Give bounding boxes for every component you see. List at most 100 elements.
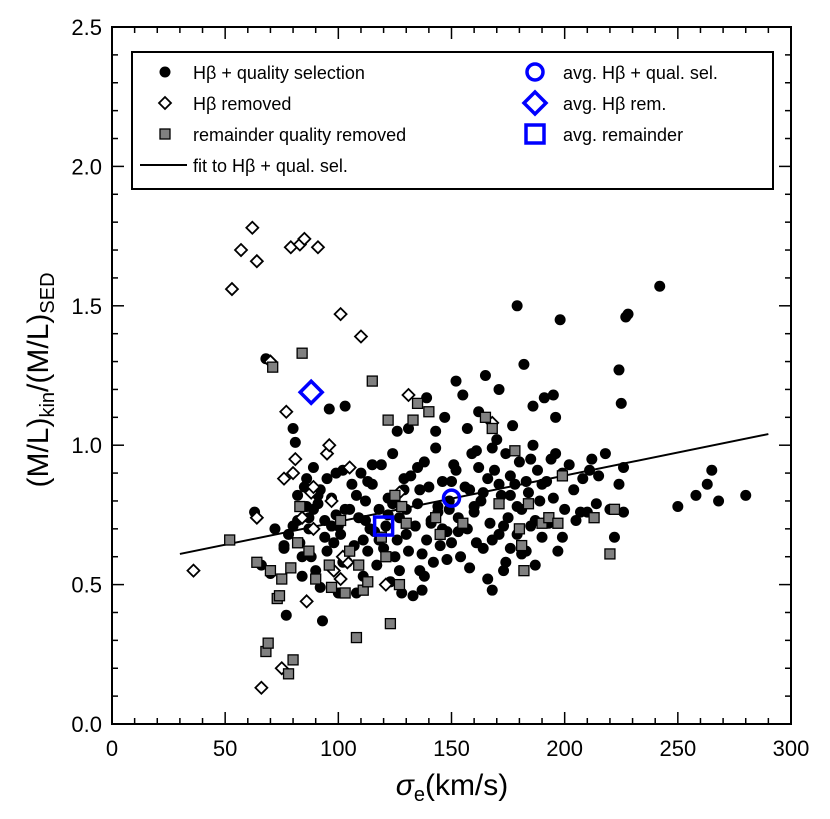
point-hb-qual xyxy=(330,467,342,479)
point-remainder xyxy=(518,565,530,577)
x-axis-label: σe(km/s) xyxy=(396,769,509,806)
y-tick-label: 1.0 xyxy=(71,433,102,458)
point-hb-qual xyxy=(484,517,496,529)
point-hb-removed xyxy=(245,220,260,236)
point-hb-qual xyxy=(319,531,331,543)
point-hb-qual xyxy=(513,456,525,468)
point-hb-qual xyxy=(355,467,367,479)
point-remainder xyxy=(325,581,338,594)
legend-marker-avg-hb-qual xyxy=(525,62,545,82)
y-axis-part-a: (M/L) xyxy=(22,418,55,488)
y-tick-label: 0.0 xyxy=(71,712,102,737)
point-hb-removed xyxy=(254,680,269,696)
point-remainder xyxy=(285,562,297,574)
point-hb-qual xyxy=(584,464,596,476)
point-hb-qual xyxy=(498,520,510,532)
point-hb-qual xyxy=(570,514,582,526)
point-hb-qual xyxy=(292,489,304,501)
x-tick-label: 100 xyxy=(320,736,357,761)
point-hb-qual xyxy=(339,400,351,412)
point-hb-qual xyxy=(534,495,546,507)
point-hb-qual xyxy=(486,534,498,546)
average-markers xyxy=(297,378,462,537)
point-remainder xyxy=(509,445,521,457)
point-hb-qual xyxy=(500,556,512,568)
point-hb-removed xyxy=(310,239,326,255)
point-hb-qual xyxy=(446,475,457,487)
legend-label-fit: fit to Hβ + qual. sel. xyxy=(193,156,348,176)
point-hb-qual xyxy=(391,534,403,546)
point-hb-qual xyxy=(346,478,358,490)
point-remainder xyxy=(334,514,347,527)
point-hb-qual xyxy=(296,570,308,582)
point-remainder xyxy=(423,406,435,418)
point-hb-qual xyxy=(450,464,462,476)
legend-marker-remainder xyxy=(159,128,171,140)
point-remainder xyxy=(493,498,505,510)
point-remainder xyxy=(310,573,322,585)
point-hb-qual xyxy=(421,534,433,546)
point-remainder xyxy=(339,587,351,599)
point-hb-qual xyxy=(366,459,378,471)
point-remainder xyxy=(353,559,365,571)
point-hb-qual xyxy=(427,556,439,568)
point-hb-qual xyxy=(556,531,568,543)
point-hb-qual xyxy=(434,540,446,552)
point-hb-qual xyxy=(536,531,548,543)
x-tick-label: 250 xyxy=(659,736,696,761)
point-hb-qual xyxy=(439,411,451,423)
point-hb-qual xyxy=(409,520,421,532)
point-hb-qual xyxy=(464,562,476,574)
point-hb-removed xyxy=(401,387,416,403)
point-hb-qual xyxy=(323,403,335,415)
point-hb-qual xyxy=(586,453,598,465)
point-remainder xyxy=(552,517,564,529)
point-hb-qual xyxy=(416,584,428,596)
point-remainder xyxy=(273,590,286,602)
point-hb-qual xyxy=(450,375,462,387)
point-hb-qual xyxy=(498,565,510,577)
point-remainder xyxy=(389,489,401,502)
point-hb-qual xyxy=(446,537,457,549)
point-hb-qual xyxy=(391,425,403,437)
y-axis-part-b: /(M/L) xyxy=(22,314,55,392)
point-hb-qual xyxy=(525,453,537,465)
point-hb-removed xyxy=(299,594,314,609)
point-hb-qual xyxy=(511,501,523,513)
point-hb-removed xyxy=(333,306,348,322)
point-remainder xyxy=(516,539,528,552)
point-hb-qual xyxy=(441,554,453,566)
point-hb-qual xyxy=(577,473,589,485)
point-hb-qual xyxy=(470,445,482,457)
point-remainder xyxy=(411,397,424,410)
point-hb-qual xyxy=(359,495,371,507)
y-axis-sub-kin: kin xyxy=(37,392,59,418)
y-tick-label: 2.5 xyxy=(71,15,102,40)
point-hb-qual xyxy=(321,545,333,557)
point-hb-removed xyxy=(342,460,357,475)
point-hb-qual xyxy=(507,420,519,432)
avg-hb-qual-marker xyxy=(441,488,462,508)
point-remainder xyxy=(513,523,526,535)
point-hb-qual xyxy=(418,570,430,582)
point-hb-removed xyxy=(322,437,337,453)
point-hb-qual xyxy=(430,442,442,454)
point-hb-qual xyxy=(307,462,319,474)
point-hb-qual xyxy=(575,506,587,518)
point-hb-qual xyxy=(402,545,414,557)
point-hb-qual xyxy=(421,392,433,404)
point-hb-qual xyxy=(375,459,387,471)
point-hb-qual xyxy=(301,473,313,485)
point-remainder xyxy=(323,559,335,571)
point-hb-qual xyxy=(430,425,442,437)
point-hb-qual xyxy=(380,520,392,532)
point-hb-removed xyxy=(353,329,369,344)
point-hb-qual xyxy=(283,528,295,540)
point-hb-removed xyxy=(306,479,321,495)
point-remainder xyxy=(264,565,277,577)
point-hb-qual xyxy=(563,459,575,471)
point-remainder xyxy=(522,498,535,510)
point-hb-qual xyxy=(416,548,428,560)
point-hb-qual xyxy=(622,308,634,320)
